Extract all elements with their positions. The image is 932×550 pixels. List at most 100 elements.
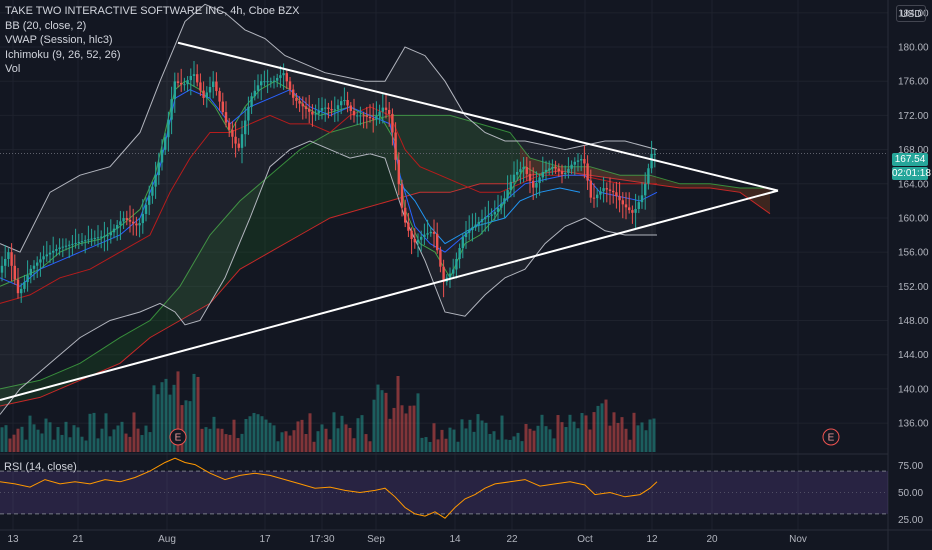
volume-bar <box>648 419 652 452</box>
candle-body <box>484 217 487 220</box>
volume-bar <box>464 428 468 452</box>
time-tick-label: Oct <box>577 534 593 545</box>
currency-label[interactable]: USD <box>896 5 926 22</box>
candle-body <box>573 161 576 165</box>
candle-body <box>269 81 272 83</box>
volume-bar <box>644 430 648 452</box>
tenkan-line <box>0 89 658 287</box>
price-tick-label: 164.00 <box>898 179 929 190</box>
volume-bar <box>248 416 252 452</box>
candle-body <box>74 242 77 244</box>
volume-bar <box>528 428 532 452</box>
volume-bar <box>32 424 36 452</box>
candle-body <box>244 120 247 135</box>
candle-body <box>48 252 52 255</box>
volume-bar <box>80 436 84 452</box>
volume-bar <box>176 371 180 452</box>
time-axis[interactable]: 13 21 Aug 17 17:30 Sep 14 22 Oct 12 20 Nov <box>7 534 806 545</box>
trendlines[interactable] <box>0 41 779 401</box>
volume-bar <box>424 437 428 452</box>
time-tick-label: 20 <box>706 534 718 545</box>
candle-body <box>148 195 151 205</box>
candle-body <box>29 268 32 276</box>
candle-body <box>87 239 90 241</box>
legend-vwap[interactable]: VWAP (Session, hlc3) <box>5 34 113 46</box>
candle-body <box>378 111 381 116</box>
time-tick-label: Sep <box>367 534 385 545</box>
candle-body <box>404 207 407 223</box>
candle-body <box>231 129 234 137</box>
volume-bar <box>288 435 292 452</box>
candle-body <box>436 233 439 251</box>
volume-bar <box>48 422 52 452</box>
legend-bb[interactable]: BB (20, close, 2) <box>5 19 87 32</box>
volume-bar <box>184 400 188 452</box>
candle-body <box>23 282 26 289</box>
volume-bar <box>416 393 420 452</box>
volume-bar <box>312 441 316 452</box>
candle-body <box>90 238 93 240</box>
volume-bar <box>300 419 304 452</box>
volume-bar <box>16 428 20 452</box>
cloud-fill <box>0 115 770 407</box>
countdown-badge: 02:01:18 <box>892 167 931 180</box>
price-tick-label: 156.00 <box>898 248 929 259</box>
candle-body <box>52 250 55 253</box>
candle-body <box>7 252 10 259</box>
candle-body <box>103 235 106 237</box>
volume-bar <box>24 439 28 452</box>
candle-body <box>426 233 429 235</box>
volume-bar <box>336 428 340 452</box>
volume-bar <box>40 433 44 452</box>
candle-body <box>106 235 109 237</box>
volume-bar <box>560 422 564 452</box>
time-tick-label: 14 <box>449 534 461 545</box>
candle-body <box>516 171 519 175</box>
candle-body <box>381 107 384 112</box>
rsi-pane <box>0 457 888 519</box>
candle-body <box>276 77 279 81</box>
price-axis[interactable]: 136.00 140.00 144.00 148.00 152.00 156.00 160.… <box>898 8 929 525</box>
candle-body <box>13 265 16 280</box>
volume-bar <box>76 427 80 452</box>
volume-bar <box>444 438 448 452</box>
rsi-legend[interactable]: RSI (14, close) <box>4 461 77 473</box>
candle-body <box>119 221 122 226</box>
candle-body <box>32 265 36 269</box>
volume-bar <box>536 425 540 452</box>
candle-body <box>522 167 525 170</box>
volume-bar <box>112 429 116 452</box>
volume-bar <box>388 418 392 452</box>
candle-body <box>640 195 644 203</box>
volume-bar <box>268 422 272 452</box>
candle-body <box>157 162 160 176</box>
candle-body <box>167 119 170 138</box>
volume-bar <box>360 415 364 452</box>
candle-body <box>599 191 602 195</box>
volume-bar <box>88 413 92 452</box>
legend-ichimoku[interactable]: Ichimoku (9, 26, 52, 26) <box>5 48 121 61</box>
candle-body <box>461 237 464 249</box>
volume-bar <box>68 437 72 452</box>
volume-bar <box>532 430 536 452</box>
candle-body <box>240 134 244 148</box>
candle-body <box>180 82 183 85</box>
volume-bar <box>296 421 300 452</box>
volume-bar <box>4 425 8 452</box>
lower-trendline <box>0 189 779 401</box>
candle-body <box>93 237 96 239</box>
candle-body <box>109 232 112 236</box>
symbol-title[interactable]: TAKE TWO INTERACTIVE SOFTWARE INC, 4h, C… <box>5 5 300 17</box>
volume-bar <box>292 430 296 452</box>
candle-body <box>260 81 263 86</box>
legend-vol[interactable]: Vol <box>5 63 21 75</box>
volume-bar <box>136 428 140 452</box>
candle-body <box>68 244 71 246</box>
earnings-circle <box>169 428 187 446</box>
candle-body <box>61 246 64 248</box>
candle-body <box>506 190 509 199</box>
volume-bar <box>208 428 212 452</box>
candle-body <box>212 81 215 88</box>
